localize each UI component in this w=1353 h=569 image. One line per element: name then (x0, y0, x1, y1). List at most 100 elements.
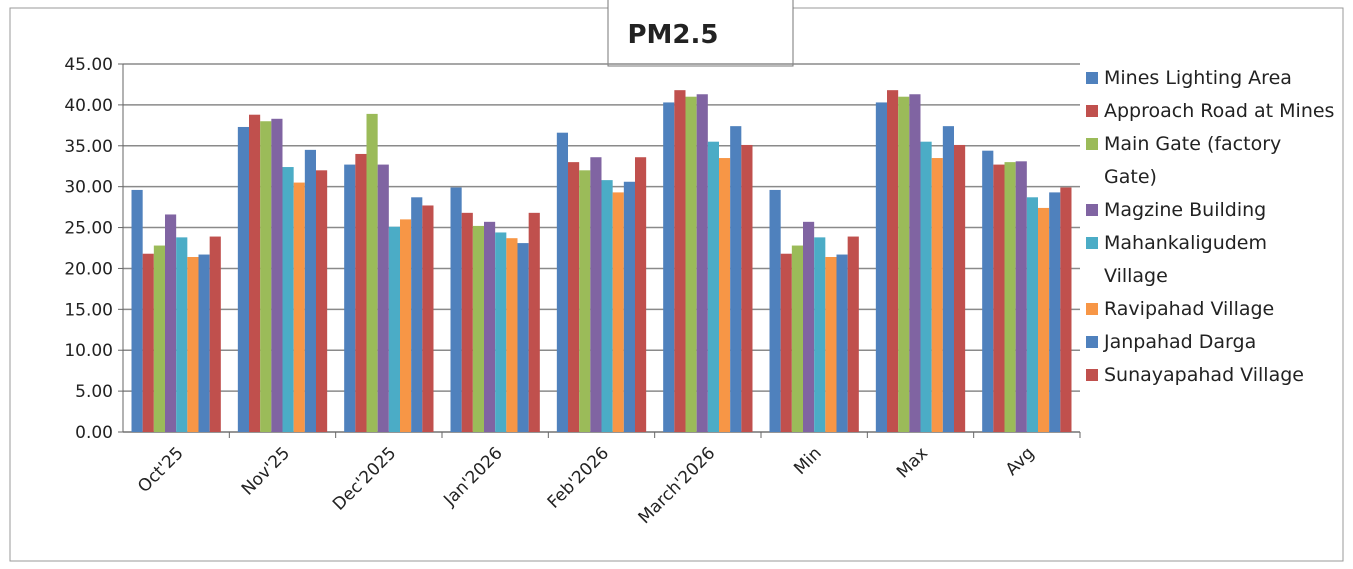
bar (1015, 161, 1027, 432)
bar (153, 245, 166, 432)
y-tick-label: 10.00 (64, 341, 113, 361)
bar (1026, 197, 1038, 432)
bar (663, 102, 675, 433)
title-box (607, 0, 794, 67)
legend-swatch (1086, 303, 1098, 315)
bar (674, 90, 686, 433)
bar (931, 158, 943, 433)
legend-item: Magzine Building (1086, 194, 1336, 227)
bar (993, 164, 1005, 432)
bar (707, 141, 719, 432)
legend-swatch (1086, 72, 1098, 84)
bar (187, 256, 199, 432)
legend-swatch (1086, 336, 1098, 348)
bar (528, 212, 540, 432)
bar (730, 126, 742, 432)
bar (836, 254, 848, 432)
bar (791, 245, 804, 432)
bar (579, 170, 591, 433)
bar (814, 237, 826, 432)
bar (601, 180, 613, 432)
bar (411, 197, 423, 432)
bar (344, 164, 356, 432)
bar (484, 221, 496, 432)
legend-swatch (1086, 138, 1098, 150)
bar (634, 157, 647, 432)
bar (909, 94, 921, 432)
bar (142, 253, 154, 432)
bar (1037, 207, 1050, 432)
legend-swatch (1086, 237, 1098, 249)
bar (803, 221, 815, 432)
legend-label: Janpahad Darga (1104, 331, 1257, 353)
bar (696, 94, 708, 432)
bar (355, 153, 367, 432)
bar (847, 236, 859, 432)
bar (741, 144, 753, 432)
legend-item: Sunayapahad Village (1086, 359, 1336, 392)
bar (260, 121, 272, 432)
bar (472, 225, 485, 432)
bar (450, 187, 462, 432)
y-tick-label: 20.00 (64, 259, 113, 279)
bar (1004, 162, 1016, 432)
bar (982, 150, 994, 432)
bar (920, 141, 932, 432)
bar (304, 149, 316, 432)
legend-item: Mines Lighting Area (1086, 62, 1336, 95)
bar (366, 113, 378, 432)
bar (556, 132, 569, 432)
bar (506, 238, 518, 432)
legend-label: Magzine Building (1104, 199, 1267, 221)
bar (942, 126, 954, 432)
bar (590, 157, 602, 432)
bar (249, 114, 261, 433)
bar (1049, 192, 1061, 432)
bar (495, 232, 507, 432)
y-tick-label: 0.00 (75, 423, 113, 443)
legend-label: Mahankaligudem Village (1104, 232, 1267, 287)
y-tick-label: 35.00 (64, 137, 113, 157)
legend-label: Mines Lighting Area (1104, 67, 1292, 89)
bar (887, 90, 899, 433)
y-tick-label: 25.00 (64, 219, 113, 239)
bar (293, 182, 305, 432)
y-tick-label: 15.00 (64, 300, 113, 320)
bar (388, 226, 400, 432)
legend-swatch (1086, 204, 1098, 216)
bar (517, 243, 529, 432)
legend-item: Main Gate (factory Gate) (1086, 128, 1336, 194)
bar (315, 170, 328, 433)
bar (422, 205, 434, 432)
y-tick-label: 5.00 (75, 382, 113, 402)
legend: Mines Lighting Area Approach Road at Mine… (1086, 62, 1336, 392)
legend-item: Approach Road at Mines (1086, 95, 1336, 128)
legend-label: Ravipahad Village (1104, 298, 1275, 320)
legend-item: Janpahad Darga (1086, 326, 1336, 359)
bar (1060, 187, 1072, 432)
bar (612, 192, 624, 432)
bar (237, 126, 250, 433)
y-tick-label: 30.00 (64, 178, 113, 198)
bar (953, 144, 966, 432)
bar (461, 212, 473, 432)
bar (780, 253, 792, 432)
bar (165, 214, 177, 432)
legend-item: Mahankaligudem Village (1086, 227, 1336, 293)
y-tick-label: 40.00 (64, 96, 113, 116)
bar (198, 254, 210, 432)
chart-title: PM2.5 (628, 20, 719, 50)
bar (271, 118, 283, 433)
bar (176, 237, 188, 432)
bar (825, 256, 837, 432)
legend-item: Ravipahad Village (1086, 293, 1336, 326)
legend-label: Main Gate (factory Gate) (1104, 133, 1282, 188)
legend-label: Sunayapahad Village (1104, 364, 1304, 386)
bar (623, 181, 635, 432)
bar (399, 219, 412, 432)
bar (131, 189, 143, 432)
bar (282, 167, 294, 433)
y-tick-label: 45.00 (64, 55, 113, 75)
